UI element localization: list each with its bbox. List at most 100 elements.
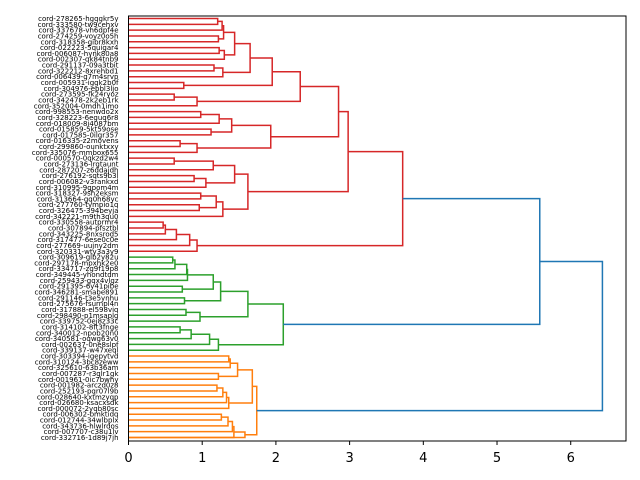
dendrogram-link bbox=[211, 118, 233, 133]
x-tick-label: 1 bbox=[198, 451, 206, 466]
leaf-label: cord-018009-8i4087bm bbox=[36, 120, 119, 128]
dendrogram-link bbox=[270, 85, 340, 138]
leaf-labels: cord-278265-hgqgkr5ycord-333580-tw9cehxv… bbox=[32, 15, 120, 442]
leaf-label: cord-022223-5quigar4 bbox=[40, 44, 119, 52]
dendrogram-link bbox=[218, 303, 285, 346]
dendrogram-link bbox=[228, 369, 254, 404]
dendrogram-link bbox=[205, 164, 236, 184]
x-tick-label: 2 bbox=[272, 451, 280, 466]
dendrogram-link bbox=[283, 197, 541, 326]
dendrogram-link bbox=[128, 139, 181, 148]
leaf-label: cord-330558-autprmr4 bbox=[39, 219, 119, 227]
leaf-label: cord-340581-oqwg63v0 bbox=[35, 335, 119, 343]
dendrogram-link bbox=[128, 221, 164, 229]
leaf-label: cord-343736-hlwlrdos bbox=[42, 422, 119, 430]
dendrogram-link bbox=[244, 385, 258, 436]
leaf-label: cord-314102-8ft3fnge bbox=[42, 323, 119, 331]
leaf-label: cord-007707-c38u1lv bbox=[44, 428, 119, 436]
dendrogram-link bbox=[128, 142, 198, 154]
leaf-label: cord-339137-w47xeql bbox=[42, 347, 118, 355]
leaf-label: cord-000570-0qkzd2w4 bbox=[36, 155, 119, 163]
dendrogram-link bbox=[128, 81, 185, 90]
dendrogram-link bbox=[128, 285, 184, 293]
leaf-label: cord-320331-wty3a3y9 bbox=[37, 248, 119, 256]
leaf-label: cord-001982-arczd0z8 bbox=[40, 382, 119, 390]
leaf-label: cord-309619-glb2y82u bbox=[39, 254, 119, 262]
leaf-label: cord-017585-0ilgr357 bbox=[42, 131, 118, 139]
leaf-label: cord-343225-8nxsrod5 bbox=[39, 230, 119, 238]
leaf-label: cord-028640-kxtmzyqp bbox=[37, 393, 119, 401]
leaf-label: cord-276192-sqts9b3l bbox=[42, 172, 119, 180]
leaf-label: cord-310124-3bc8zeww bbox=[35, 358, 119, 366]
leaf-label: cord-339752-0ej8z33c bbox=[40, 318, 119, 326]
leaf-label: cord-277669-uujny2dm bbox=[36, 242, 118, 250]
dendrogram-link bbox=[128, 224, 167, 235]
leaf-label: cord-002637-0ne8slpf bbox=[41, 341, 119, 349]
dendrogram-link bbox=[128, 96, 198, 107]
leaf-label: cord-299860-ounktxxy bbox=[39, 143, 119, 151]
dendrogram-link bbox=[223, 31, 236, 56]
leaf-label: cord-326475-394beyja bbox=[39, 207, 119, 215]
leaf-label: cord-342221-m9th3qu0 bbox=[35, 213, 118, 221]
leaf-label: cord-318358-gibr8kxh bbox=[41, 38, 119, 46]
leaf-label: cord-273136-lrgtaunt bbox=[44, 160, 119, 168]
dendrogram-link bbox=[128, 384, 218, 392]
dendrogram-link bbox=[128, 416, 229, 427]
dendrogram-link bbox=[184, 281, 222, 302]
dendrogram-link bbox=[128, 326, 181, 334]
dendrogram-link bbox=[199, 195, 217, 209]
leaf-label: cord-274259-voyz0o5h bbox=[38, 32, 119, 40]
leaf-label: cord-318327-9sh2eksm bbox=[36, 190, 119, 198]
leaf-label: cord-006082-v3rankxd bbox=[39, 178, 119, 186]
leaf-label: cord-325610-63b36am bbox=[38, 364, 119, 372]
leaf-label: cord-001961-0ic7bwhy bbox=[38, 376, 119, 384]
leaf-label: cord-317477-6ese0c0e bbox=[38, 236, 119, 244]
leaf-label: cord-006302-bmktidq bbox=[43, 411, 119, 419]
x-tick-label: 6 bbox=[567, 451, 575, 466]
leaf-label: cord-016335-z2movens bbox=[36, 137, 119, 145]
leaf-label: cord-291395-6y41pibe bbox=[39, 283, 119, 291]
leaf-label: cord-007287-r3qlr1gk bbox=[42, 370, 120, 378]
dendrogram-link bbox=[128, 329, 192, 340]
leaf-label: cord-026680-ksacxsdk bbox=[39, 399, 119, 407]
leaf-label: cord-310995-9gpom4m bbox=[36, 184, 119, 192]
dendrogram-link bbox=[128, 413, 223, 421]
dendrogram-link bbox=[128, 174, 195, 183]
leaf-label: cord-277760-tympio1q bbox=[38, 201, 118, 209]
leaf-label: cord-340012-npob20n0 bbox=[36, 329, 119, 337]
leaf-label: cord-015859-5kt59ose bbox=[39, 126, 119, 134]
x-tick-label: 3 bbox=[345, 451, 353, 466]
leaf-label: cord-335076-mmbox655 bbox=[32, 149, 119, 157]
leaf-label: cord-352004-0mdh1imo bbox=[34, 102, 119, 110]
dendrogram-link bbox=[128, 67, 224, 78]
dendrogram-link bbox=[128, 297, 186, 305]
x-axis: 0 1 2 3 4 5 6 bbox=[124, 441, 575, 466]
dendrogram-link bbox=[128, 256, 174, 264]
dendrogram-link bbox=[128, 192, 202, 200]
leaf-label: cord-313664-gq0h68yc bbox=[37, 195, 119, 203]
axes-frame bbox=[128, 15, 627, 442]
leaf-label: cord-346281-smabe891 bbox=[35, 289, 119, 297]
leaf-label: cord-005931-iggk2b0f bbox=[41, 79, 119, 87]
dendrogram-link bbox=[128, 372, 220, 381]
dendrogram-link bbox=[128, 157, 175, 165]
dendrogram-link bbox=[256, 260, 604, 412]
dendrogram-link bbox=[128, 113, 220, 124]
leaf-label: cord-317888-el598viq bbox=[41, 306, 118, 314]
leaf-label: cord-287207-z6ddajdh bbox=[39, 166, 118, 174]
dendrogram-link bbox=[199, 290, 249, 318]
leaf-label: cord-333580-tw9cehxv bbox=[38, 21, 119, 29]
dendrogram-link bbox=[247, 110, 349, 193]
dendrogram-link bbox=[128, 431, 246, 439]
dendrogram-link bbox=[128, 203, 201, 212]
leaf-label: cord-998553-nenwdo2x bbox=[35, 108, 118, 116]
dendrogram-link bbox=[128, 20, 223, 31]
dendrogram-link bbox=[222, 42, 251, 74]
leaf-label: cord-297178-mpxhk2e0 bbox=[34, 259, 118, 267]
leaf-label: cord-291146-t3e5ynhu bbox=[38, 294, 119, 302]
x-tick-label: 4 bbox=[419, 451, 427, 466]
leaf-label: cord-337678-vh6dpf4e bbox=[38, 27, 118, 35]
leaf-label: cord-304976-epbl3ljo bbox=[44, 85, 119, 93]
dendrogram-link bbox=[128, 355, 230, 363]
leaf-label: cord-012744-34wlbplx bbox=[40, 417, 119, 425]
